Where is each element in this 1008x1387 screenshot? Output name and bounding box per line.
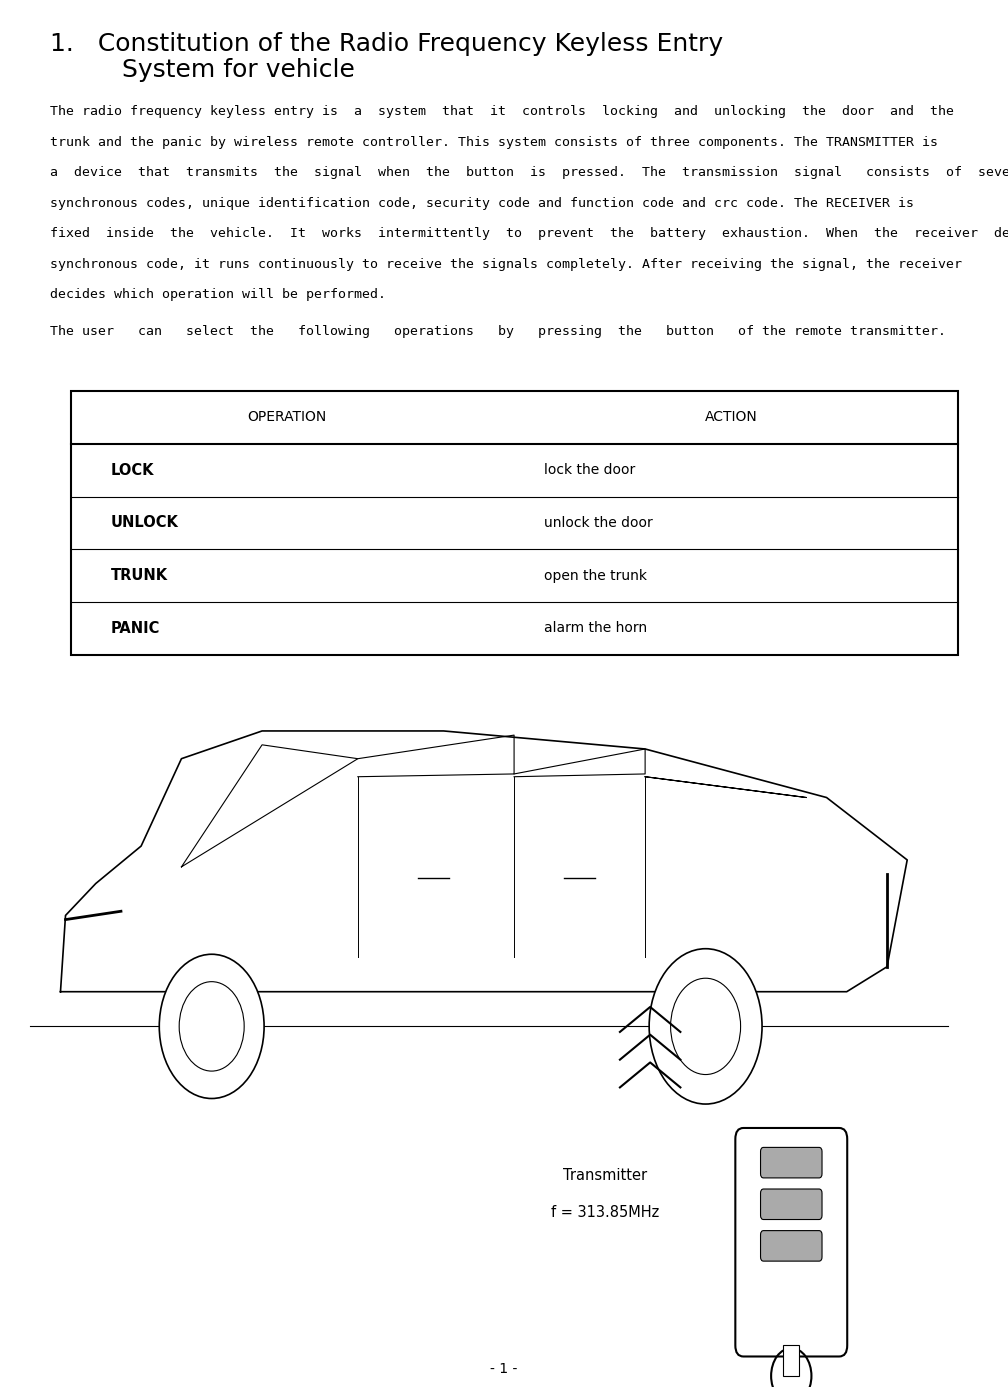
Text: OPERATION: OPERATION (248, 411, 327, 424)
Text: alarm the horn: alarm the horn (544, 621, 647, 635)
Text: lock the door: lock the door (544, 463, 636, 477)
Text: a  device  that  transmits  the  signal  when  the  button  is  pressed.  The  t: a device that transmits the signal when … (50, 166, 1008, 179)
Text: TRUNK: TRUNK (111, 569, 168, 583)
Text: trunk and the panic by wireless remote controller. This system consists of three: trunk and the panic by wireless remote c… (50, 136, 938, 148)
FancyBboxPatch shape (735, 1128, 847, 1356)
Circle shape (159, 954, 264, 1099)
Text: PANIC: PANIC (111, 621, 160, 635)
Text: Transmitter: Transmitter (562, 1168, 647, 1183)
Text: f = 313.85MHz: f = 313.85MHz (550, 1205, 659, 1221)
Text: synchronous codes, unique identification code, security code and function code a: synchronous codes, unique identification… (50, 197, 914, 209)
Bar (783, 1345, 799, 1376)
Text: LOCK: LOCK (111, 463, 154, 477)
Text: synchronous code, it runs continuously to receive the signals completely. After : synchronous code, it runs continuously t… (50, 258, 963, 270)
Text: unlock the door: unlock the door (544, 516, 653, 530)
Text: fixed  inside  the  vehicle.  It  works  intermittently  to  prevent  the  batte: fixed inside the vehicle. It works inter… (50, 227, 1008, 240)
FancyBboxPatch shape (761, 1147, 823, 1178)
FancyBboxPatch shape (761, 1230, 823, 1261)
Bar (71, 391, 958, 655)
Circle shape (649, 949, 762, 1104)
Text: UNLOCK: UNLOCK (111, 516, 178, 530)
Text: System for vehicle: System for vehicle (50, 58, 355, 82)
FancyBboxPatch shape (761, 1189, 823, 1219)
Text: open the trunk: open the trunk (544, 569, 647, 583)
Text: - 1 -: - 1 - (490, 1362, 518, 1376)
Text: The radio frequency keyless entry is  a  system  that  it  controls  locking  an: The radio frequency keyless entry is a s… (50, 105, 955, 118)
Text: ACTION: ACTION (705, 411, 757, 424)
Text: 1.   Constitution of the Radio Frequency Keyless Entry: 1. Constitution of the Radio Frequency K… (50, 32, 724, 55)
Text: decides which operation will be performed.: decides which operation will be performe… (50, 288, 386, 301)
Text: The user   can   select  the   following   operations   by   pressing  the   but: The user can select the following operat… (50, 325, 947, 337)
